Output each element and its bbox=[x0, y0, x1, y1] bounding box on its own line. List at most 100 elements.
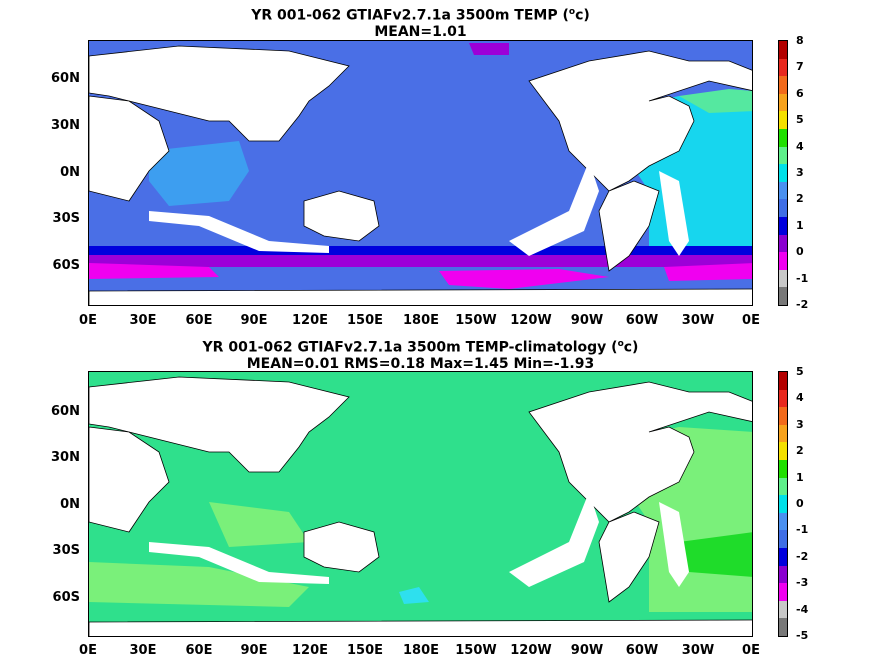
panel1-band-magenta-west bbox=[89, 263, 219, 279]
panel1-land-eurasia bbox=[89, 45, 350, 142]
colorbar-segment bbox=[779, 583, 787, 601]
panel2-lon-label: 90E bbox=[240, 643, 268, 658]
colorbar-tick-label: 2 bbox=[796, 192, 804, 206]
panel1-indian-light bbox=[149, 141, 249, 206]
panel2-lon-label: 180E bbox=[402, 643, 440, 658]
panel1-land-south-america bbox=[598, 180, 660, 272]
colorbar-tick-label: 4 bbox=[796, 139, 804, 153]
panel2-south-light bbox=[89, 562, 309, 607]
colorbar-tick-label: -5 bbox=[796, 629, 809, 642]
panel2-lon-label: 120E bbox=[291, 643, 329, 658]
panel2-land-africa bbox=[89, 426, 170, 533]
panel2-land-eurasia bbox=[89, 376, 350, 473]
colorbar-segment bbox=[779, 372, 787, 390]
colorbar-tick-label: 0 bbox=[796, 497, 804, 510]
panel1-lon-label: 90W bbox=[570, 313, 604, 328]
colorbar-segment bbox=[779, 565, 787, 584]
panel2-lon-label: 60W bbox=[625, 643, 659, 658]
panel2-cyan-spot bbox=[399, 587, 429, 604]
panel1-land-north-america bbox=[528, 50, 752, 192]
panel1-land-australia bbox=[303, 190, 380, 242]
panel2-ridge-atlantic bbox=[659, 502, 689, 587]
colorbar-segment bbox=[779, 389, 787, 408]
panel1-land-antarctica bbox=[89, 288, 752, 305]
panel1-lon-label: 120W bbox=[510, 313, 552, 328]
panel1-lat-0n: 0N bbox=[60, 165, 80, 180]
colorbar-segment bbox=[779, 530, 787, 548]
panel2-lon-label: 120W bbox=[510, 643, 552, 658]
panel1-lon-label: 60E bbox=[185, 313, 213, 328]
panel2-indian-light bbox=[209, 502, 309, 547]
panel2-land-south-america bbox=[598, 511, 660, 603]
colorbar-tick-label: 8 bbox=[796, 34, 804, 47]
colorbar-segment bbox=[779, 618, 787, 636]
panel2-land-antarctica bbox=[89, 619, 752, 636]
colorbar-segment bbox=[779, 199, 787, 217]
panel2-lon-label: 30E bbox=[129, 643, 157, 658]
panel2-ridge-pacific bbox=[509, 492, 599, 587]
panel1-lon-label: 150W bbox=[455, 313, 497, 328]
colorbar-segment bbox=[779, 76, 787, 94]
colorbar-tick-label: 1 bbox=[796, 218, 804, 232]
panel1-ridge-indian bbox=[149, 211, 329, 253]
panel2-title-line1: YR 001-062 GTIAFv2.7.1a 3500m TEMP-clima… bbox=[202, 339, 639, 356]
panel1-lat-60s: 60S bbox=[52, 258, 80, 273]
colorbar-segment bbox=[779, 407, 787, 425]
colorbar-segment bbox=[779, 495, 787, 513]
panel1-ridge-pacific bbox=[509, 161, 599, 256]
colorbar-tick-label: -1 bbox=[796, 523, 809, 537]
panel1-lon-label: 180E bbox=[402, 313, 440, 328]
panel1-atlantic-green bbox=[679, 89, 752, 113]
colorbar-tick-label: 4 bbox=[796, 391, 804, 405]
panel1-lon-label: 0E bbox=[742, 313, 760, 328]
colorbar-tick-label: 3 bbox=[796, 166, 804, 179]
colorbar-tick-label: 5 bbox=[796, 113, 804, 127]
colorbar-tick-label: -1 bbox=[796, 271, 809, 285]
colorbar-tick-label: -2 bbox=[796, 298, 809, 311]
colorbar-segment bbox=[779, 41, 787, 59]
panel1-lon-label: 0E bbox=[79, 313, 97, 328]
colorbar-segment bbox=[779, 600, 787, 619]
panel2-title-line2: MEAN=0.01 RMS=0.18 Max=1.45 Min=-1.93 bbox=[246, 355, 595, 372]
panel1-lon-label: 120E bbox=[291, 313, 329, 328]
panel1-colorbar bbox=[778, 40, 788, 306]
colorbar-segment bbox=[779, 459, 787, 478]
panel1-band-magenta-east bbox=[664, 263, 752, 281]
colorbar-tick-label: 6 bbox=[796, 86, 804, 100]
panel2-lon-label: 0E bbox=[79, 643, 97, 658]
colorbar-tick-label: -4 bbox=[796, 602, 809, 616]
panel1-lat-30s: 30S bbox=[52, 211, 80, 226]
panel1-arctic-purple bbox=[469, 43, 509, 55]
colorbar-tick-label: -2 bbox=[796, 549, 809, 563]
panel1-title: YR 001-062 GTIAFv2.7.1a 3500m TEMP (oc) … bbox=[88, 4, 753, 40]
panel1-lon-label: 30E bbox=[129, 313, 157, 328]
colorbar-segment bbox=[779, 93, 787, 112]
panel2-map-svg bbox=[89, 372, 752, 636]
colorbar-segment bbox=[779, 234, 787, 253]
colorbar-segment bbox=[779, 181, 787, 200]
panel2-lat-0n: 0N bbox=[60, 497, 80, 512]
panel1-lat-60n: 60N bbox=[51, 71, 80, 86]
panel2-ridge-indian bbox=[149, 542, 329, 584]
panel2-lon-label: 30W bbox=[681, 643, 715, 658]
colorbar-segment bbox=[779, 111, 787, 129]
panel1-ridge-atlantic bbox=[659, 171, 689, 256]
panel2-title: YR 001-062 GTIAFv2.7.1a 3500m TEMP-clima… bbox=[88, 336, 753, 372]
panel2-lon-label: 60E bbox=[185, 643, 213, 658]
colorbar-tick-label: 1 bbox=[796, 470, 804, 484]
colorbar-tick-label: 5 bbox=[796, 365, 804, 378]
colorbar-segment bbox=[779, 547, 787, 566]
panel1-lon-label: 30W bbox=[681, 313, 715, 328]
panel1-lat-30n: 30N bbox=[51, 118, 80, 133]
panel1-lon-label: 150E bbox=[346, 313, 384, 328]
colorbar-segment bbox=[779, 477, 787, 496]
colorbar-segment bbox=[779, 128, 787, 147]
panel2-atlantic-green bbox=[679, 532, 752, 577]
colorbar-segment bbox=[779, 252, 787, 270]
panel2-lat-60s: 60S bbox=[52, 590, 80, 605]
colorbar-tick-label: 7 bbox=[796, 60, 804, 74]
panel1-map-svg bbox=[89, 41, 752, 305]
panel1-land-africa bbox=[89, 95, 170, 202]
colorbar-segment bbox=[779, 512, 787, 531]
colorbar-segment bbox=[779, 164, 787, 182]
